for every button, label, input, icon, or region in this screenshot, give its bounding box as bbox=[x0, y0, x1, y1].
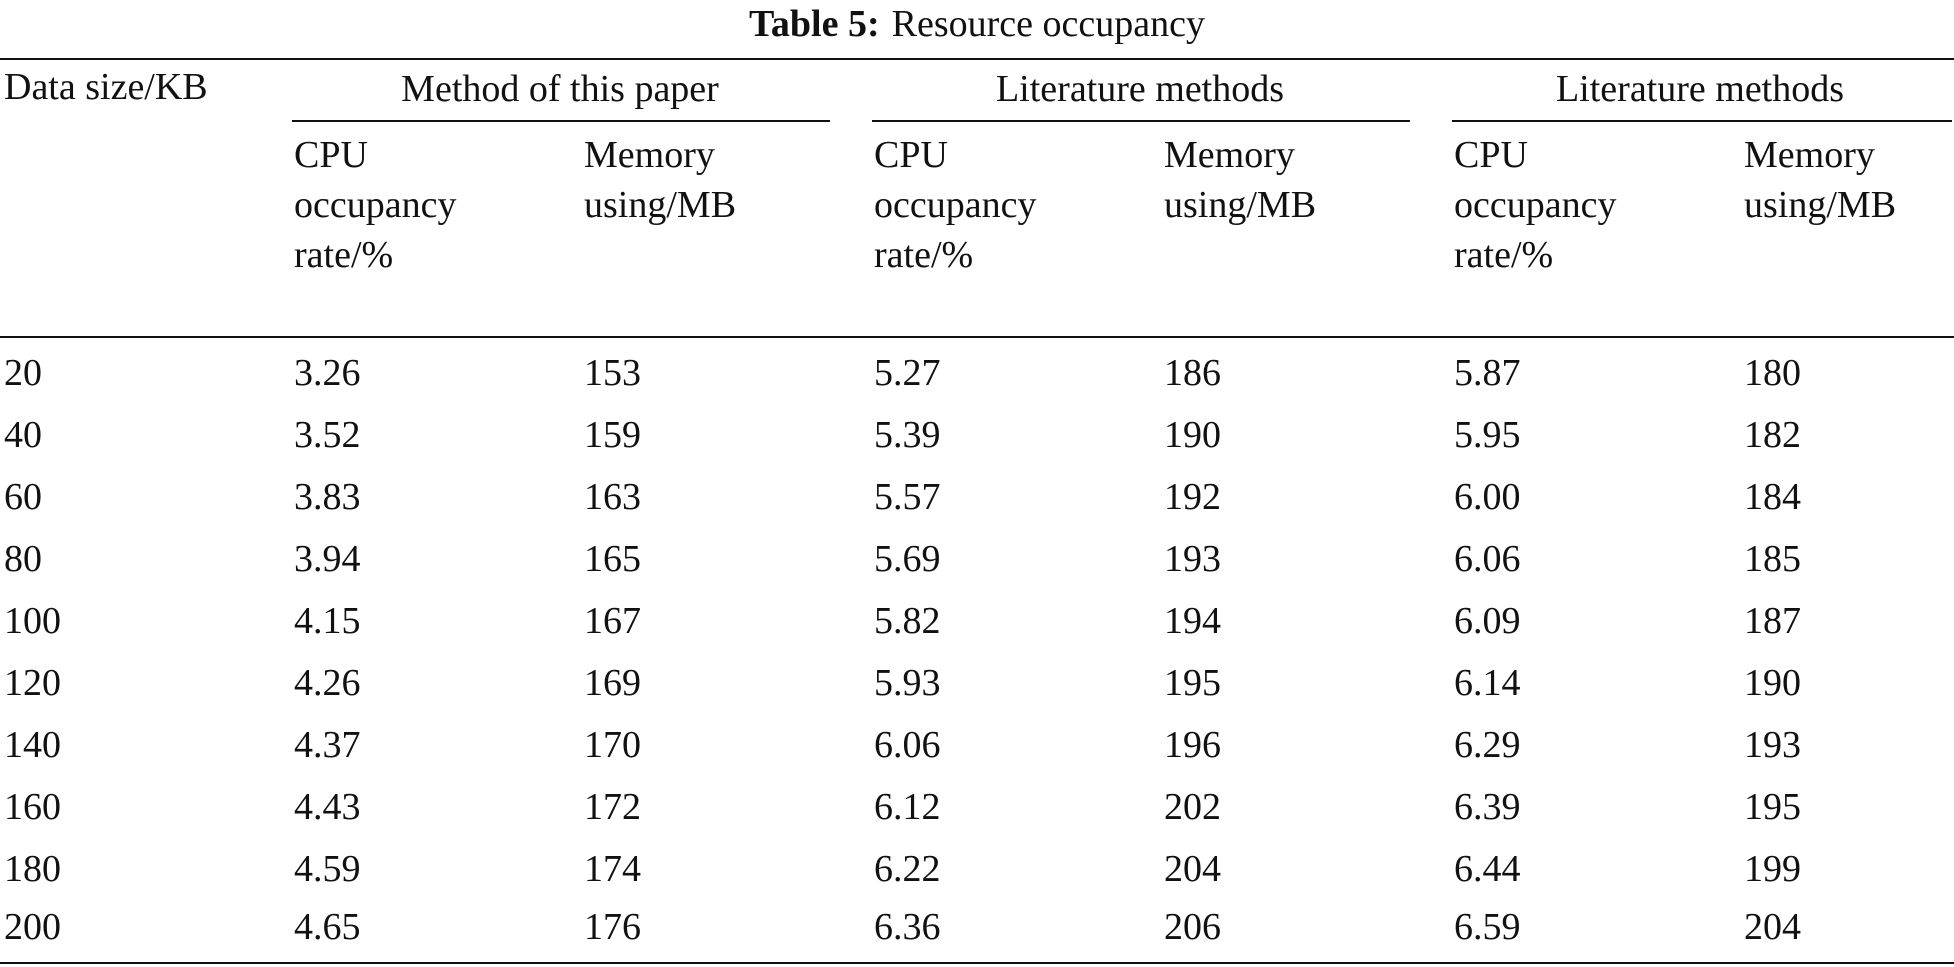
table-bottom-rule bbox=[0, 962, 1954, 964]
cpu-cell-3: 6.29 bbox=[1454, 724, 1521, 766]
memory-cell-1: 167 bbox=[584, 600, 641, 642]
table-row: 200 4.65 176 6.36 206 6.59 204 bbox=[0, 900, 1954, 962]
data-size-cell: 160 bbox=[4, 786, 61, 828]
cpu-cell-2: 5.27 bbox=[874, 352, 941, 394]
cpu-cell-3: 6.09 bbox=[1454, 600, 1521, 642]
cpu-cell-2: 5.82 bbox=[874, 600, 941, 642]
memory-cell-1: 174 bbox=[584, 848, 641, 890]
cpu-cell-3: 6.59 bbox=[1454, 906, 1521, 948]
memory-cell-3: 182 bbox=[1744, 414, 1801, 456]
table-row: 60 3.83 163 5.57 192 6.00 184 bbox=[0, 470, 1954, 532]
cpu-cell-1: 4.37 bbox=[294, 724, 361, 766]
memory-cell-1: 163 bbox=[584, 476, 641, 518]
cpu-cell-3: 5.87 bbox=[1454, 352, 1521, 394]
stub-header: Data size/KB bbox=[4, 66, 208, 108]
data-size-cell: 200 bbox=[4, 906, 61, 948]
data-size-cell: 40 bbox=[4, 414, 42, 456]
memory-cell-2: 192 bbox=[1164, 476, 1221, 518]
cpu-cell-2: 5.93 bbox=[874, 662, 941, 704]
group-header-3: Literature methods bbox=[1555, 68, 1845, 110]
memory-cell-2: 204 bbox=[1164, 848, 1221, 890]
memory-header-1: Memory using/MB bbox=[584, 134, 737, 226]
table-top-rule bbox=[0, 58, 1954, 60]
memory-cell-2: 206 bbox=[1164, 906, 1221, 948]
memory-cell-3: 185 bbox=[1744, 538, 1801, 580]
cpu-cell-2: 6.12 bbox=[874, 786, 941, 828]
memory-cell-3: 184 bbox=[1744, 476, 1801, 518]
table-caption-label: Table 5: bbox=[749, 3, 880, 45]
cpu-cell-3: 6.39 bbox=[1454, 786, 1521, 828]
cpu-cell-1: 3.52 bbox=[294, 414, 361, 456]
data-size-cell: 20 bbox=[4, 352, 42, 394]
header-bottom-rule bbox=[0, 336, 1954, 338]
memory-cell-3: 193 bbox=[1744, 724, 1801, 766]
table-caption: Table 5: Resource occupancy bbox=[0, 2, 1954, 46]
data-size-cell: 60 bbox=[4, 476, 42, 518]
table-row: 120 4.26 169 5.93 195 6.14 190 bbox=[0, 656, 1954, 718]
group-rule-3 bbox=[1452, 120, 1952, 122]
memory-cell-3: 187 bbox=[1744, 600, 1801, 642]
memory-cell-1: 172 bbox=[584, 786, 641, 828]
table-row: 40 3.52 159 5.39 190 5.95 182 bbox=[0, 408, 1954, 470]
group-header-1: Method of this paper bbox=[401, 68, 719, 110]
table-row: 180 4.59 174 6.22 204 6.44 199 bbox=[0, 842, 1954, 904]
memory-cell-2: 195 bbox=[1164, 662, 1221, 704]
cpu-cell-1: 4.43 bbox=[294, 786, 361, 828]
cpu-cell-1: 4.15 bbox=[294, 600, 361, 642]
cpu-cell-2: 5.69 bbox=[874, 538, 941, 580]
group-header-2: Literature methods bbox=[995, 68, 1285, 110]
data-size-cell: 140 bbox=[4, 724, 61, 766]
cpu-cell-1: 4.59 bbox=[294, 848, 361, 890]
memory-cell-2: 190 bbox=[1164, 414, 1221, 456]
data-size-cell: 120 bbox=[4, 662, 61, 704]
cpu-cell-1: 3.83 bbox=[294, 476, 361, 518]
table-row: 160 4.43 172 6.12 202 6.39 195 bbox=[0, 780, 1954, 842]
cpu-cell-3: 6.44 bbox=[1454, 848, 1521, 890]
memory-cell-2: 194 bbox=[1164, 600, 1221, 642]
memory-cell-1: 176 bbox=[584, 906, 641, 948]
cpu-cell-3: 6.14 bbox=[1454, 662, 1521, 704]
memory-cell-2: 202 bbox=[1164, 786, 1221, 828]
memory-cell-2: 193 bbox=[1164, 538, 1221, 580]
memory-cell-3: 199 bbox=[1744, 848, 1801, 890]
cpu-cell-3: 6.00 bbox=[1454, 476, 1521, 518]
cpu-cell-2: 5.39 bbox=[874, 414, 941, 456]
data-size-cell: 180 bbox=[4, 848, 61, 890]
cpu-cell-2: 6.36 bbox=[874, 906, 941, 948]
group-rule-1 bbox=[292, 120, 830, 122]
memory-cell-1: 165 bbox=[584, 538, 641, 580]
memory-cell-1: 153 bbox=[584, 352, 641, 394]
cpu-cell-1: 4.26 bbox=[294, 662, 361, 704]
cpu-cell-1: 3.94 bbox=[294, 538, 361, 580]
memory-cell-2: 196 bbox=[1164, 724, 1221, 766]
memory-header-3: Memory using/MB bbox=[1744, 134, 1897, 226]
cpu-cell-1: 4.65 bbox=[294, 906, 361, 948]
memory-cell-1: 159 bbox=[584, 414, 641, 456]
table-row: 100 4.15 167 5.82 194 6.09 187 bbox=[0, 594, 1954, 656]
cpu-header-3: CPU occupancy rate/% bbox=[1454, 134, 1617, 276]
cpu-cell-1: 3.26 bbox=[294, 352, 361, 394]
table-row: 80 3.94 165 5.69 193 6.06 185 bbox=[0, 532, 1954, 594]
cpu-cell-2: 6.22 bbox=[874, 848, 941, 890]
memory-cell-3: 195 bbox=[1744, 786, 1801, 828]
table-row: 20 3.26 153 5.27 186 5.87 180 bbox=[0, 346, 1954, 408]
group-rule-2 bbox=[872, 120, 1410, 122]
table-row: 140 4.37 170 6.06 196 6.29 193 bbox=[0, 718, 1954, 780]
memory-cell-3: 204 bbox=[1744, 906, 1801, 948]
cpu-cell-3: 6.06 bbox=[1454, 538, 1521, 580]
memory-cell-1: 169 bbox=[584, 662, 641, 704]
data-size-cell: 100 bbox=[4, 600, 61, 642]
data-size-cell: 80 bbox=[4, 538, 42, 580]
cpu-header-2: CPU occupancy rate/% bbox=[874, 134, 1037, 276]
memory-header-2: Memory using/MB bbox=[1164, 134, 1317, 226]
memory-cell-2: 186 bbox=[1164, 352, 1221, 394]
memory-cell-3: 180 bbox=[1744, 352, 1801, 394]
cpu-header-1: CPU occupancy rate/% bbox=[294, 134, 457, 276]
memory-cell-1: 170 bbox=[584, 724, 641, 766]
memory-cell-3: 190 bbox=[1744, 662, 1801, 704]
cpu-cell-2: 6.06 bbox=[874, 724, 941, 766]
cpu-cell-3: 5.95 bbox=[1454, 414, 1521, 456]
cpu-cell-2: 5.57 bbox=[874, 476, 941, 518]
table-caption-text: Resource occupancy bbox=[891, 3, 1205, 45]
